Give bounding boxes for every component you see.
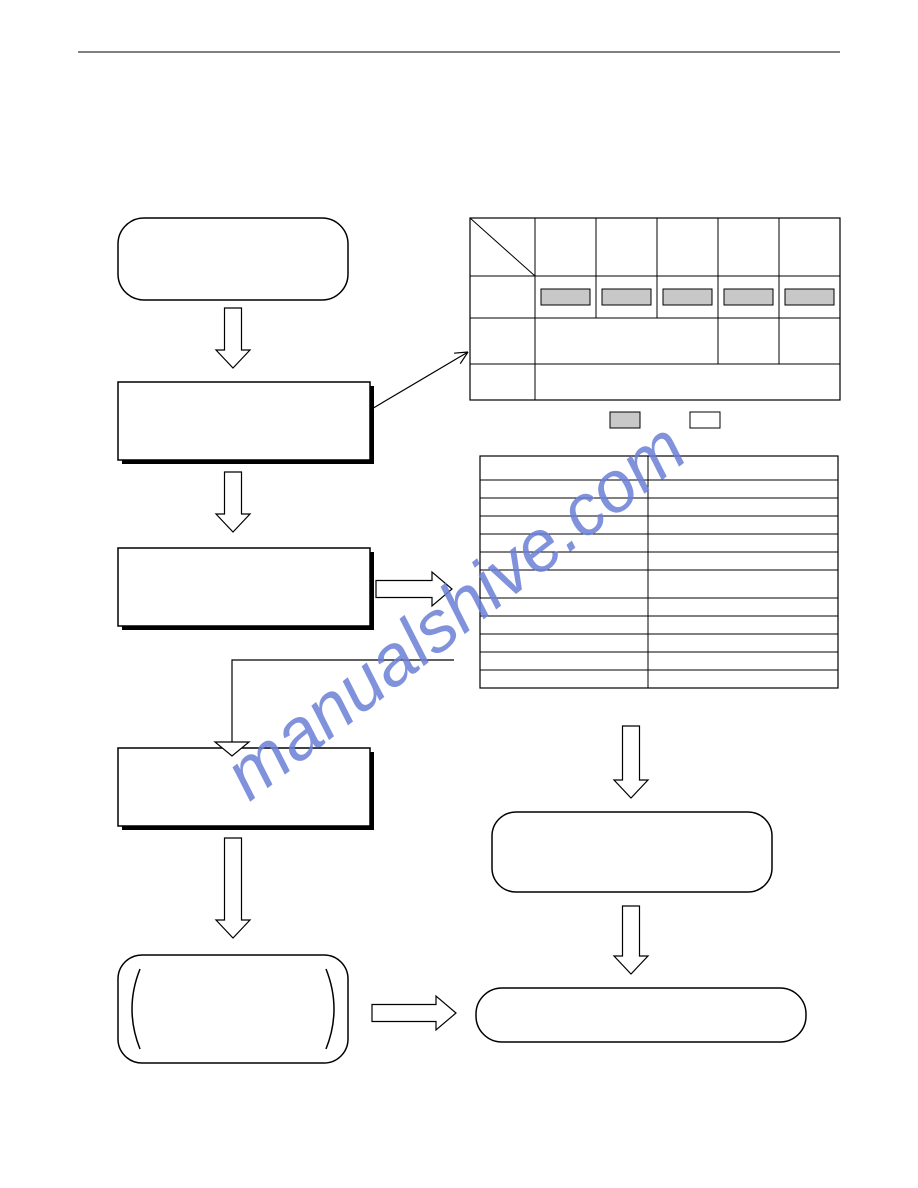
arrow-a8 (614, 906, 648, 974)
node-proc1 (118, 382, 374, 464)
node-start (118, 218, 348, 300)
legend-swatch (690, 412, 720, 428)
arrow-a3 (370, 352, 468, 410)
arrow-a1 (216, 308, 250, 368)
arrow-a2 (216, 472, 250, 532)
node-side1 (492, 812, 772, 892)
arrow-a7 (614, 726, 648, 798)
node-result (118, 955, 348, 1063)
matrix-table (470, 218, 840, 428)
arrow-a5 (216, 838, 250, 938)
node-side2 (476, 988, 806, 1042)
node-proc2 (118, 548, 374, 630)
arrow-a6 (372, 996, 456, 1030)
